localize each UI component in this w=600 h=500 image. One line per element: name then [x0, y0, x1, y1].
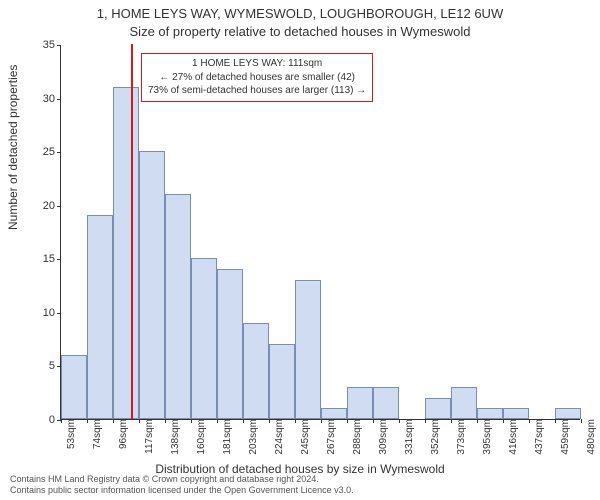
x-tick-mark: [191, 419, 192, 423]
y-tick-mark: [57, 313, 61, 314]
x-tick-mark: [113, 419, 114, 423]
histogram-bar: [61, 355, 87, 419]
x-tick-mark: [165, 419, 166, 423]
x-tick-label: 53sqm: [64, 419, 77, 449]
x-tick-mark: [217, 419, 218, 423]
x-tick-mark: [61, 419, 62, 423]
x-tick-label: 395sqm: [480, 419, 493, 455]
x-tick-mark: [295, 419, 296, 423]
histogram-bar: [217, 269, 243, 419]
x-tick-label: 309sqm: [376, 419, 389, 455]
x-tick-label: 138sqm: [168, 419, 181, 455]
x-tick-label: 459sqm: [558, 419, 571, 455]
histogram-bar: [87, 215, 113, 419]
histogram-bar: [165, 194, 191, 419]
histogram-bar: [425, 398, 451, 419]
attribution-line1: Contains HM Land Registry data © Crown c…: [10, 474, 354, 485]
y-axis-label: Number of detached properties: [6, 65, 20, 230]
histogram-bar: [373, 387, 399, 419]
y-tick-mark: [57, 259, 61, 260]
histogram-bar: [243, 323, 269, 419]
histogram-bar: [269, 344, 295, 419]
x-tick-label: 331sqm: [402, 419, 415, 455]
chart-container: 1, HOME LEYS WAY, WYMESWOLD, LOUGHBOROUG…: [0, 0, 600, 500]
x-tick-label: 117sqm: [142, 419, 155, 454]
histogram-bar: [555, 408, 581, 419]
y-tick-mark: [57, 99, 61, 100]
x-tick-mark: [87, 419, 88, 423]
histogram-bar: [503, 408, 529, 419]
x-tick-label: 224sqm: [272, 419, 285, 455]
x-tick-mark: [373, 419, 374, 423]
y-tick-mark: [57, 152, 61, 153]
info-box-line: ← 27% of detached houses are smaller (42…: [148, 71, 366, 85]
x-tick-mark: [451, 419, 452, 423]
histogram-bar: [295, 280, 321, 419]
attribution-text: Contains HM Land Registry data © Crown c…: [10, 474, 354, 497]
x-tick-mark: [581, 419, 582, 423]
plot-area: 0510152025303553sqm74sqm96sqm117sqm138sq…: [60, 45, 580, 420]
histogram-bar: [477, 408, 503, 419]
x-tick-label: 288sqm: [350, 419, 363, 455]
histogram-bar: [321, 408, 347, 419]
histogram-bar: [113, 87, 139, 419]
x-tick-label: 437sqm: [532, 419, 545, 455]
y-tick-mark: [57, 206, 61, 207]
x-tick-label: 416sqm: [506, 419, 519, 455]
x-tick-label: 480sqm: [584, 419, 597, 455]
x-tick-mark: [529, 419, 530, 423]
x-tick-label: 181sqm: [220, 419, 233, 455]
x-tick-mark: [139, 419, 140, 423]
x-tick-mark: [503, 419, 504, 423]
x-tick-label: 96sqm: [116, 419, 129, 449]
attribution-line2: Contains public sector information licen…: [10, 485, 354, 496]
x-tick-mark: [425, 419, 426, 423]
x-tick-mark: [269, 419, 270, 423]
histogram-bar: [139, 151, 165, 419]
chart-title-sub: Size of property relative to detached ho…: [0, 24, 600, 39]
x-tick-mark: [347, 419, 348, 423]
x-tick-mark: [399, 419, 400, 423]
y-tick-mark: [57, 45, 61, 46]
histogram-bar: [347, 387, 373, 419]
x-tick-mark: [243, 419, 244, 423]
x-tick-label: 267sqm: [324, 419, 337, 455]
x-tick-mark: [555, 419, 556, 423]
info-box-line: 1 HOME LEYS WAY: 111sqm: [148, 57, 366, 71]
chart-title-main: 1, HOME LEYS WAY, WYMESWOLD, LOUGHBOROUG…: [0, 6, 600, 21]
x-tick-label: 352sqm: [428, 419, 441, 455]
x-tick-label: 203sqm: [246, 419, 259, 455]
x-tick-label: 160sqm: [194, 419, 207, 455]
histogram-bar: [191, 258, 217, 419]
x-tick-label: 245sqm: [298, 419, 311, 455]
property-info-box: 1 HOME LEYS WAY: 111sqm← 27% of detached…: [141, 53, 373, 102]
x-tick-mark: [477, 419, 478, 423]
x-tick-label: 74sqm: [90, 419, 103, 449]
property-marker-line: [131, 44, 133, 419]
histogram-bar: [451, 387, 477, 419]
x-tick-label: 373sqm: [454, 419, 467, 455]
x-tick-mark: [321, 419, 322, 423]
info-box-line: 73% of semi-detached houses are larger (…: [148, 84, 366, 98]
